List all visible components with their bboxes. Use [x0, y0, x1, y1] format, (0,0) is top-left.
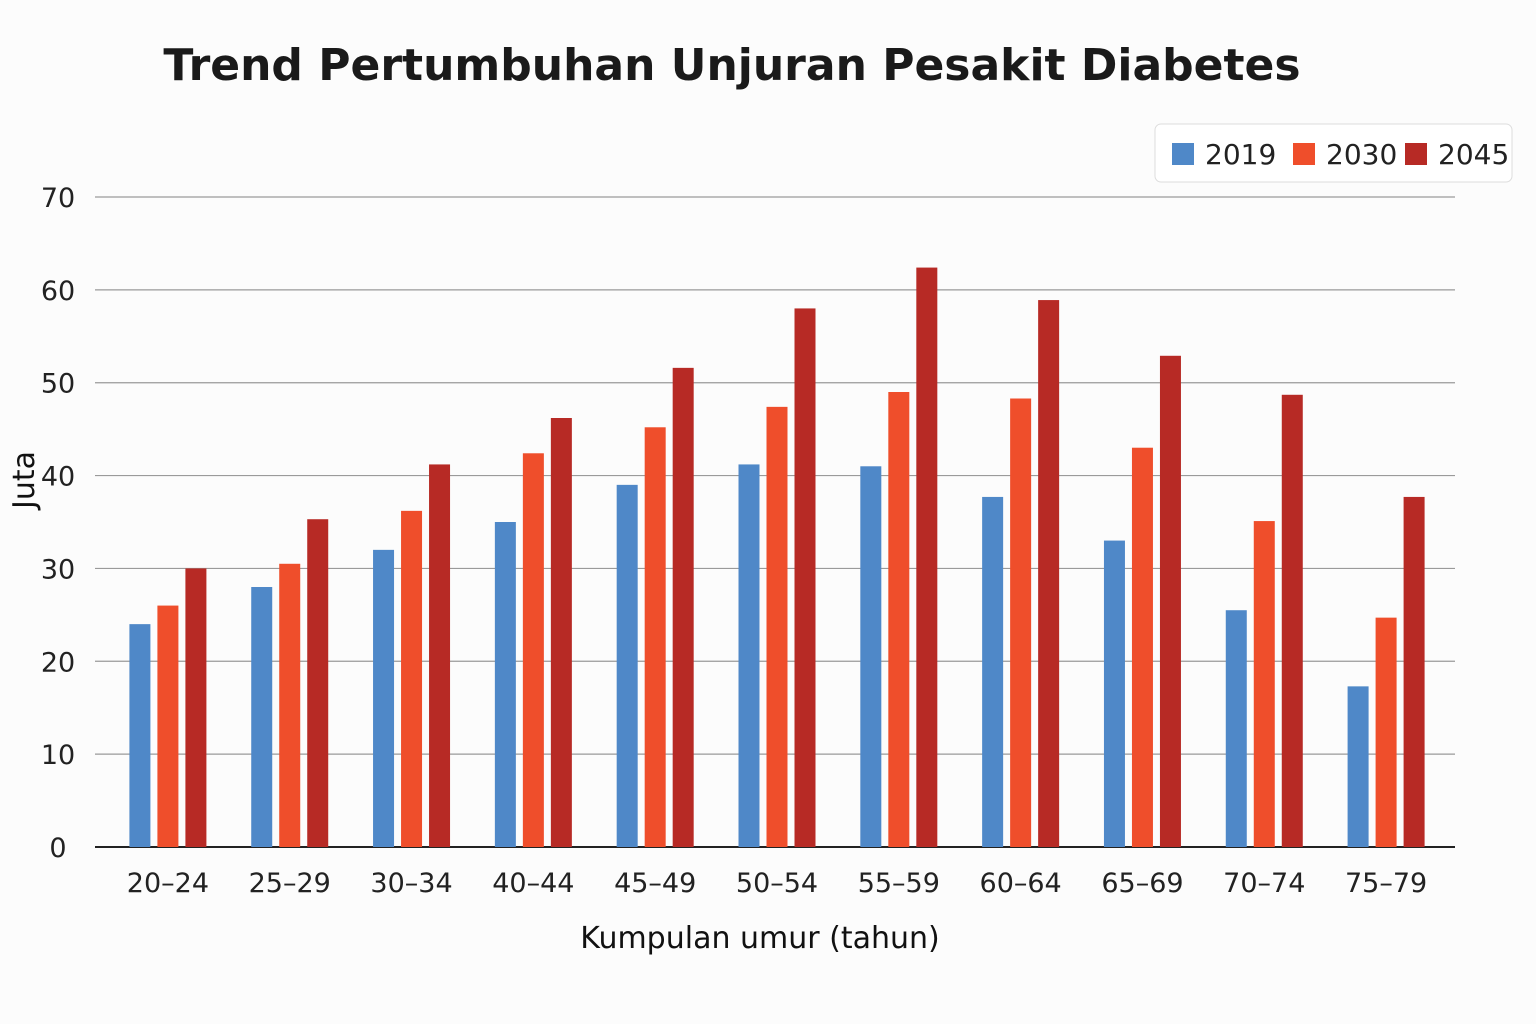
legend-label-2019: 2019 — [1205, 138, 1276, 171]
bar-2030-3 — [522, 453, 544, 847]
bar-2045-4 — [672, 367, 694, 847]
y-tick-label: 40 — [41, 462, 75, 493]
legend-label-2045: 2045 — [1438, 138, 1509, 171]
x-tick-label: 65–69 — [1101, 868, 1183, 899]
bar-2045-1 — [307, 519, 329, 847]
legend-box — [1154, 123, 1513, 183]
x-tick-label: 25–29 — [249, 868, 331, 899]
y-tick-label: 30 — [41, 554, 75, 585]
y-axis-label: Juta — [7, 451, 42, 511]
legend-swatch-2045 — [1405, 143, 1427, 165]
y-tick-label: 0 — [49, 833, 66, 864]
bar-2045-7 — [1038, 300, 1060, 848]
x-tick-label: 50–54 — [736, 868, 818, 899]
bar-2030-10 — [1375, 617, 1397, 847]
bar-2019-5 — [738, 464, 760, 847]
bar-2030-1 — [279, 563, 301, 847]
bar-2030-8 — [1131, 447, 1153, 847]
x-tick-label: 45–49 — [614, 868, 696, 899]
x-tick-label: 20–24 — [127, 868, 209, 899]
bar-2019-9 — [1225, 610, 1247, 847]
bar-2045-8 — [1159, 355, 1181, 847]
bar-2019-4 — [616, 484, 638, 847]
bar-2019-6 — [860, 466, 882, 847]
bar-2019-7 — [982, 496, 1004, 847]
bar-2019-1 — [251, 587, 273, 847]
y-tick-label: 60 — [41, 276, 75, 307]
x-tick-label: 60–64 — [980, 868, 1062, 899]
bar-2045-5 — [794, 308, 816, 847]
legend-swatch-2019 — [1172, 143, 1194, 165]
bar-2030-4 — [644, 427, 666, 847]
x-tick-label: 55–59 — [858, 868, 940, 899]
bar-2045-0 — [185, 568, 207, 847]
y-tick-label: 70 — [41, 183, 75, 214]
bar-2045-2 — [429, 464, 451, 847]
x-axis-label: Kumpulan umur (tahun) — [580, 921, 939, 956]
bar-2045-10 — [1403, 496, 1425, 847]
x-tick-label: 70–74 — [1223, 868, 1305, 899]
bar-2019-3 — [494, 522, 516, 847]
bar-2019-2 — [373, 549, 395, 847]
bar-2030-6 — [888, 392, 910, 847]
x-tick-label: 30–34 — [370, 868, 452, 899]
bar-2030-5 — [766, 406, 788, 847]
bar-2019-10 — [1347, 686, 1369, 847]
bar-2030-2 — [401, 510, 423, 847]
x-tick-label: 40–44 — [492, 868, 574, 899]
legend: 2019 2030 2045 — [1154, 123, 1513, 183]
bar-2045-9 — [1281, 394, 1303, 847]
bar-2030-7 — [1010, 398, 1032, 847]
bar-2030-9 — [1253, 521, 1275, 847]
y-tick-label: 20 — [41, 647, 75, 678]
legend-label-2030: 2030 — [1326, 138, 1397, 171]
bar-2019-8 — [1103, 540, 1125, 847]
legend-swatch-2030 — [1293, 143, 1315, 165]
bar-2045-6 — [916, 267, 938, 848]
bar-2045-3 — [550, 418, 572, 847]
bar-2030-0 — [157, 605, 179, 847]
bar-2019-0 — [129, 624, 151, 847]
x-tick-label: 75–79 — [1345, 868, 1427, 899]
chart-title: Trend Pertumbuhan Unjuran Pesakit Diabet… — [163, 40, 1300, 91]
y-tick-label: 10 — [41, 740, 75, 771]
y-tick-label: 50 — [41, 369, 75, 400]
